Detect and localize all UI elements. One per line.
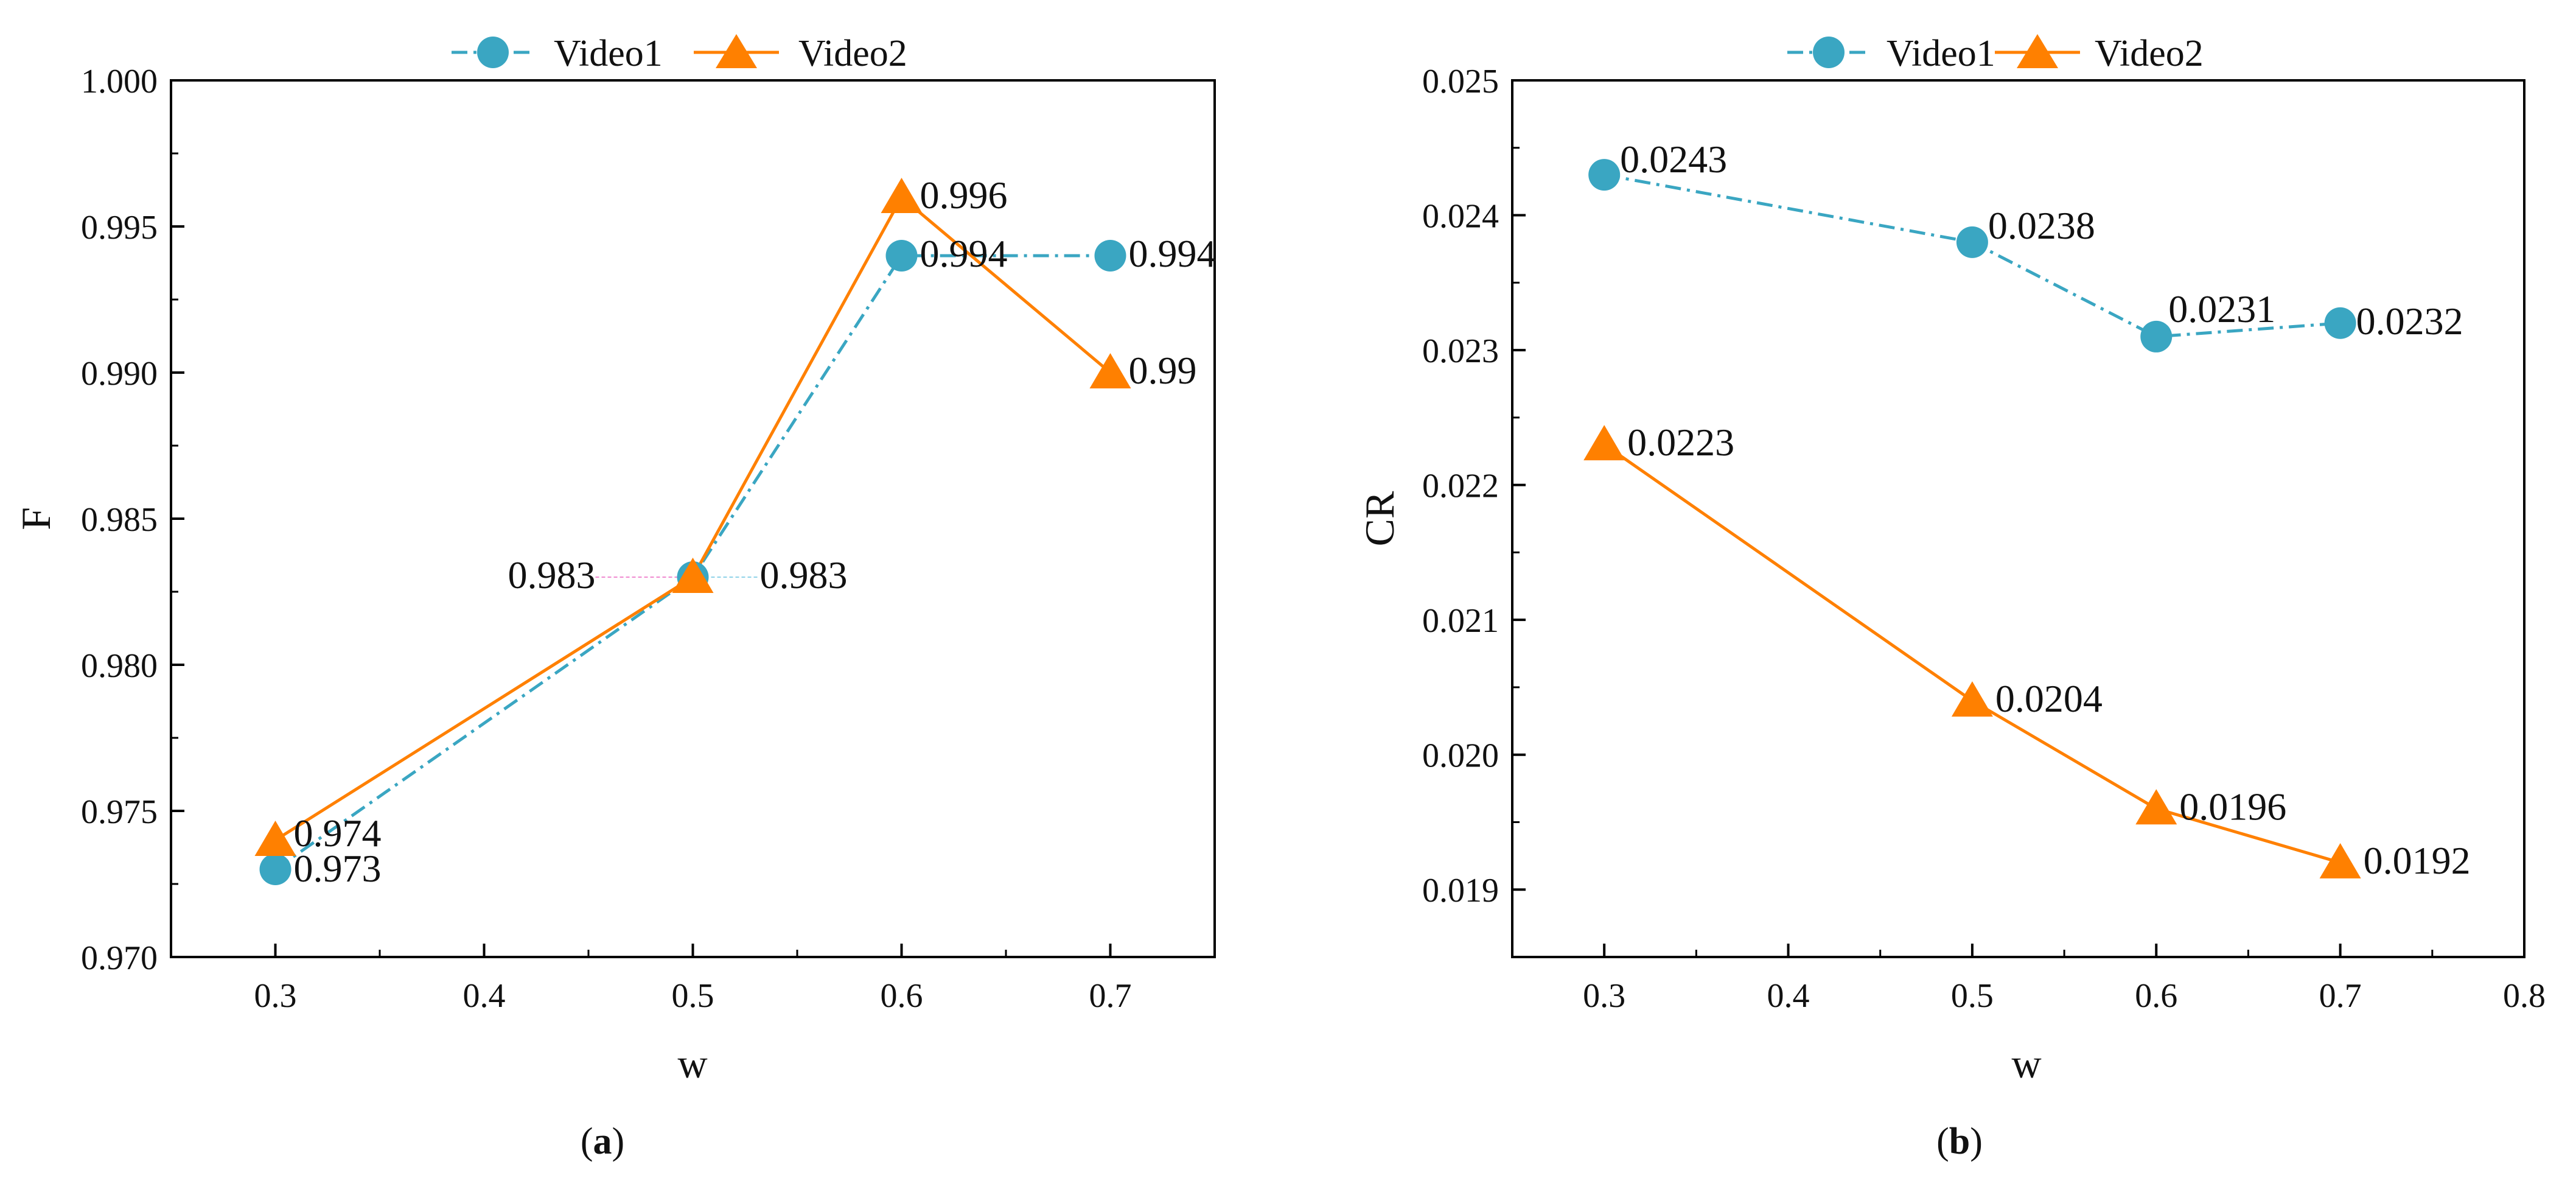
data-point-video2 (1583, 425, 1625, 461)
x-tick-label: 0.6 (881, 977, 923, 1015)
data-label-video1: 0.0243 (1620, 138, 1727, 181)
x-axis-label-a: w (677, 1040, 707, 1087)
data-label-video2: 0.99 (1129, 349, 1197, 392)
y-tick-label: 0.021 (1422, 602, 1499, 640)
legend-marker-video2-a (716, 34, 757, 68)
x-tick-label: 0.5 (1951, 977, 1994, 1015)
data-point-video1 (2140, 320, 2173, 352)
legend-label-video2-b: Video2 (2095, 33, 2204, 74)
y-tick-label: 0.990 (81, 355, 158, 393)
y-tick-label: 0.020 (1422, 737, 1499, 775)
x-tick-label: 0.4 (463, 977, 506, 1015)
data-point-video1 (1588, 159, 1621, 191)
data-label-video1: 0.983 (760, 553, 848, 597)
y-tick-label: 0.022 (1422, 468, 1499, 505)
legend-a: Video1 Video2 (452, 33, 907, 74)
legend-marker-video1-a (477, 37, 509, 68)
y-axis-label-b: CR (1356, 491, 1403, 546)
data-point-video2 (881, 178, 923, 213)
y-tick-label: 0.980 (81, 647, 158, 685)
data-point-video2 (1951, 681, 1993, 717)
data-point-video1 (2324, 307, 2356, 339)
series-line-video2 (274, 195, 1112, 842)
x-axis-label-b: w (2011, 1040, 2041, 1087)
y-tick-label: 0.975 (81, 793, 158, 831)
series-line-video2 (1603, 443, 2341, 864)
chart-panel-a: 0.3 0.4 0.5 0.6 0.70.9700.9750.9800.9850.990… (13, 33, 1216, 1162)
data-point-video2 (2135, 789, 2177, 825)
chart-panel-b: 0.3 0.4 0.5 0.6 0.7 0.8 0.019 0.020 0.021 0.022 0.… (1356, 33, 2546, 1162)
x-tick-label: 0.8 (2503, 977, 2546, 1015)
data-point-video1 (885, 240, 918, 272)
series-line-video1 (1604, 173, 2340, 338)
y-tick-label: 0.024 (1422, 198, 1499, 236)
series-line-video1 (274, 254, 1111, 871)
data-point-video1 (259, 854, 291, 885)
panel-caption-a: (a) (581, 1121, 624, 1162)
y-axis-label-a: F (13, 507, 59, 530)
legend-b: Video1 Video2 (1787, 33, 2204, 74)
data-point-video2 (254, 821, 296, 856)
legend-label-video1-a: Video1 (554, 33, 663, 74)
x-tick-label: 0.3 (254, 977, 297, 1015)
y-tick-label: 0.025 (1422, 63, 1499, 100)
x-tick-label: 0.3 (1583, 977, 1625, 1015)
panel-caption-b: (b) (1936, 1121, 1983, 1162)
data-point-video1 (1956, 226, 1988, 258)
y-tick-label: 1.000 (81, 63, 158, 100)
data-point-video1 (1094, 240, 1126, 272)
y-tick-label: 0.985 (81, 501, 158, 539)
data-label-video1: 0.994 (1129, 232, 1216, 275)
legend-label-video2-a: Video2 (798, 33, 907, 74)
data-label-video1: 0.0238 (1988, 204, 2095, 247)
x-tick-label: 0.4 (1767, 977, 1810, 1015)
data-point-video2 (672, 558, 714, 593)
data-label-video2: 0.0204 (1995, 677, 2103, 720)
data-label-video2: 0.974 (294, 812, 382, 855)
x-tick-label: 0.5 (672, 977, 714, 1015)
x-tick-label: 0.6 (2135, 977, 2177, 1015)
legend-marker-video1-b (1813, 37, 1845, 68)
y-tick-label: 0.970 (81, 939, 158, 977)
data-label-video2: 0.0192 (2364, 839, 2471, 882)
data-label-video2: 0.983 (508, 553, 596, 597)
data-label-video1: 0.994 (920, 232, 1008, 275)
data-label-video1: 0.973 (294, 847, 382, 890)
x-tick-label: 0.7 (1089, 977, 1132, 1015)
data-point-video2 (1089, 353, 1131, 388)
legend-marker-video2-b (2017, 34, 2058, 68)
data-label-video2: 0.996 (920, 174, 1008, 217)
data-point-video2 (2319, 843, 2361, 878)
y-tick-label: 0.019 (1422, 872, 1499, 910)
legend-label-video1-b: Video1 (1887, 33, 1995, 74)
y-tick-label: 0.023 (1422, 332, 1499, 370)
y-tick-label: 0.995 (81, 209, 158, 247)
data-label-video2: 0.0223 (1627, 421, 1734, 464)
data-label-video1: 0.0232 (2356, 300, 2463, 343)
data-label-video2: 0.0196 (2179, 785, 2286, 828)
data-label-video1: 0.0231 (2168, 287, 2275, 331)
plot-frame-b (1511, 79, 2525, 958)
x-tick-label: 0.7 (2319, 977, 2362, 1015)
